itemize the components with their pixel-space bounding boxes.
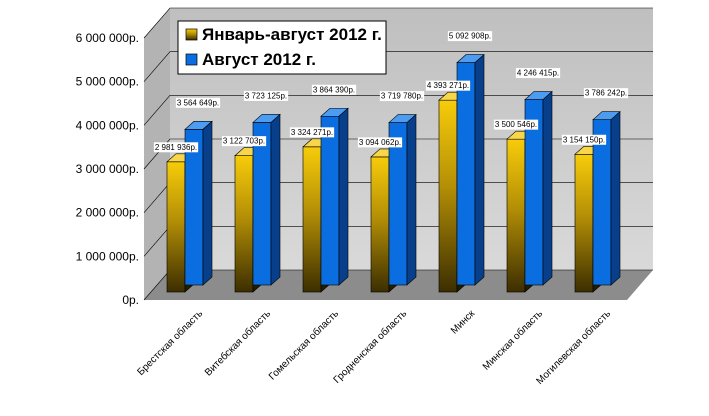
data-label: 4 393 271р.: [427, 81, 469, 90]
bar: [388, 113, 417, 286]
y-tick-label: 5 000 000р.: [76, 75, 139, 89]
gridline: [143, 138, 653, 170]
data-labels: 2 981 936р. 3 564 649р. 3 122 703р. 3 723 1…: [153, 31, 629, 153]
bar: [184, 120, 213, 286]
gridline: [143, 7, 653, 39]
y-tick-label: 3 000 000р.: [76, 162, 139, 176]
bar: [592, 110, 621, 286]
category-label: Могилевская область: [534, 308, 613, 387]
bar: [456, 53, 485, 286]
legend-label-series-1: Январь-август 2012 г.: [202, 25, 382, 44]
legend: Январь-август 2012 г. Август 2012 г.: [177, 20, 387, 75]
data-label: 3 500 546р.: [495, 120, 537, 129]
category-label: Минск: [449, 308, 478, 337]
legend-swatch-series-2: [185, 53, 198, 66]
gridline: [143, 95, 653, 126]
data-label: 3 864 390р.: [313, 85, 355, 94]
data-label: 3 719 780р.: [381, 92, 423, 101]
bar: [524, 90, 553, 286]
data-label: 3 324 271р.: [291, 128, 333, 137]
y-tick-label: 0р.: [122, 293, 139, 307]
data-label: 3 122 703р.: [223, 137, 265, 146]
category-label: Витебская область: [202, 308, 273, 379]
data-label: 5 092 908р.: [449, 32, 491, 41]
legend-label-series-2: Август 2012 г.: [202, 50, 316, 69]
bar: [320, 107, 349, 286]
bars: [166, 53, 621, 293]
bar: [252, 113, 281, 286]
legend-swatch-series-1: [185, 28, 198, 41]
gridline: [143, 51, 653, 82]
data-label: 4 246 415р.: [517, 69, 559, 78]
y-tick-label: 6 000 000р.: [76, 31, 139, 45]
data-label: 3 786 242р.: [585, 89, 627, 98]
category-label: Гродненская область: [331, 308, 409, 386]
data-label: 3 154 150р.: [563, 135, 605, 144]
data-label: 2 981 936р.: [155, 143, 197, 152]
data-label: 3 094 062р.: [359, 138, 401, 147]
category-label: Минская область: [480, 308, 545, 373]
category-label: Брестская область: [135, 308, 205, 378]
category-label: Гомельская область: [266, 308, 341, 383]
y-tick-label: 2 000 000р.: [76, 206, 139, 220]
data-label: 3 723 125р.: [245, 91, 287, 100]
y-tick-label: 1 000 000р.: [76, 249, 139, 263]
y-axis-tick-labels: 0р. 1 000 000р. 2 000 000р. 3 000 000р. 4 00…: [76, 31, 139, 307]
legend-box: [177, 20, 387, 75]
y-tick-label: 4 000 000р.: [76, 118, 139, 132]
data-label: 3 564 649р.: [177, 98, 219, 107]
